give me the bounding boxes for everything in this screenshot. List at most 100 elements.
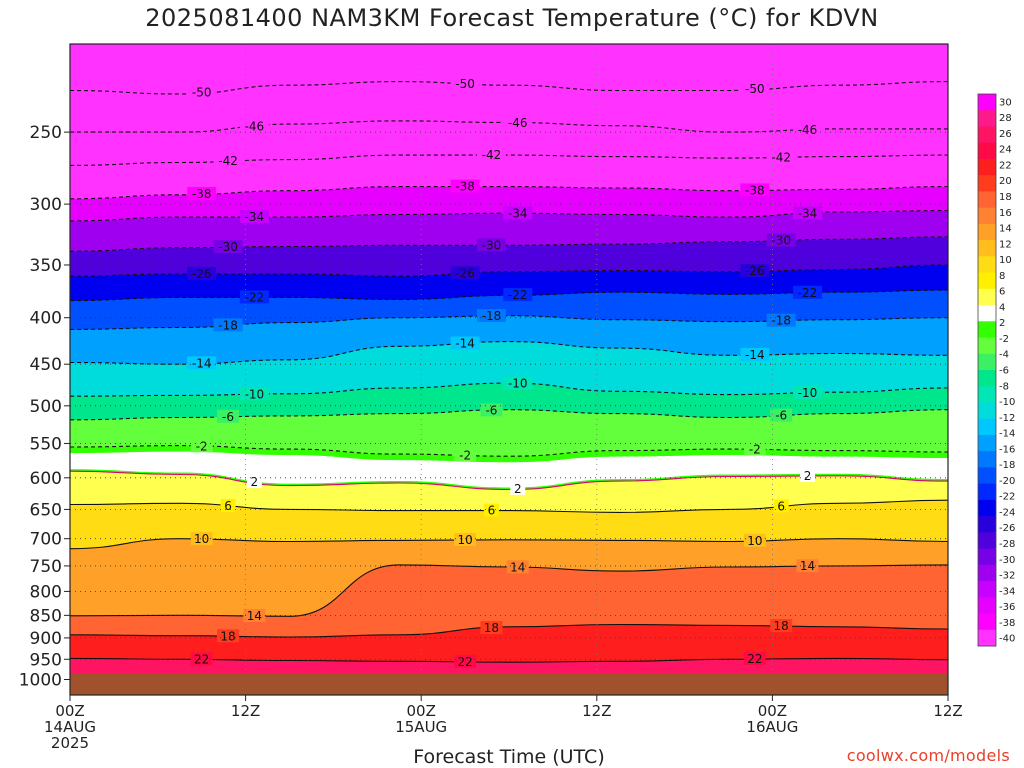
colorbar-swatch [978, 386, 996, 403]
colorbar-label: -4 [999, 350, 1009, 361]
colorbar-swatch [978, 272, 996, 290]
colorbar-swatch [978, 191, 996, 209]
isotherm-line [70, 341, 948, 365]
isotherm-label-bg [770, 619, 793, 633]
isotherm-label: -10 [508, 377, 528, 391]
isotherm-label-bg [476, 148, 506, 162]
y-tick-label: 600 [30, 469, 62, 489]
isotherm-label: 18 [484, 621, 499, 635]
isotherm-label-bg [740, 347, 770, 361]
colorbar-swatch [978, 532, 996, 550]
y-tick-label: 700 [30, 530, 62, 550]
isotherm-label-bg [239, 119, 269, 133]
isotherm-label-bg [454, 533, 477, 547]
colorbar-label: 20 [999, 176, 1012, 187]
colorbar-label: -16 [999, 444, 1015, 455]
isotherm-label: -22 [508, 288, 528, 302]
isotherm-label-bg [217, 629, 240, 643]
colorbar-swatch [978, 256, 996, 274]
colorbar-label: -28 [999, 539, 1015, 550]
colorbar-label: 18 [999, 192, 1012, 203]
colorbar-swatch [978, 499, 996, 517]
isotherm-label-bg [503, 376, 533, 390]
credit-link[interactable]: coolwx.com/models [846, 746, 1010, 765]
isotherm-label-bg [239, 210, 269, 224]
isotherm-label-bg [766, 150, 796, 164]
colorbar-swatch [978, 288, 996, 306]
isotherm-label-bg [740, 82, 770, 96]
colorbar-label: 14 [999, 224, 1012, 235]
freezing-level-band [70, 451, 948, 488]
colorbar-label: -18 [999, 460, 1015, 471]
colorbar-swatch [978, 564, 996, 582]
isotherm-label-bg [740, 264, 770, 278]
isotherm-label: -34 [508, 206, 528, 220]
isotherm-label: -34 [798, 206, 818, 220]
colorbar-swatch [978, 402, 996, 420]
colorbar-swatch [978, 613, 996, 631]
colorbar-label: -22 [999, 492, 1015, 503]
isotherm-label: -6 [485, 403, 497, 417]
y-tick-label: 900 [30, 629, 62, 649]
colorbar-label: -6 [999, 366, 1009, 377]
isotherm-label-bg [800, 469, 816, 483]
isotherm-label: -50 [455, 77, 475, 91]
isotherm-label-bg [190, 439, 213, 453]
isotherm-label-bg [476, 309, 506, 323]
colorbar-swatch [978, 94, 996, 111]
colorbar-label: 6 [999, 287, 1005, 298]
isotherm-label-bg [796, 559, 819, 573]
colorbar-swatch [978, 337, 996, 355]
isotherm-label-bg [773, 499, 789, 513]
x-tick-label: 00Z [55, 702, 84, 720]
isotherm-label: 22 [457, 655, 472, 669]
isotherm-label-bg [243, 608, 266, 622]
isotherm-label: -10 [245, 387, 265, 401]
colorbar-swatch [978, 175, 996, 192]
y-tick-label: 500 [30, 397, 62, 417]
isotherm-label-bg [190, 532, 213, 546]
isotherm-label: -18 [482, 309, 502, 323]
isotherm-label: -50 [192, 85, 212, 99]
colorbar-label: -40 [999, 634, 1015, 645]
chart-title: 2025081400 NAM3KM Forecast Temperature (… [145, 4, 879, 32]
isotherm-label-bg [220, 498, 236, 512]
y-tick-label: 850 [30, 606, 62, 626]
colorbar-label: -8 [999, 381, 1009, 392]
colorbar-label: 8 [999, 271, 1005, 282]
colorbar-label: -12 [999, 413, 1015, 424]
colorbar-swatch [978, 467, 996, 485]
y-tick-label: 350 [30, 256, 62, 276]
isotherm-label: -14 [455, 336, 475, 350]
colorbar-swatch [978, 516, 996, 533]
isotherm-label: -10 [798, 386, 818, 400]
isotherm-label: -42 [771, 150, 791, 164]
colorbar-label: 22 [999, 160, 1012, 171]
isotherm-label: -6 [775, 409, 787, 423]
colorbar-label: -14 [999, 429, 1015, 440]
y-tick-label: 950 [30, 650, 62, 670]
isotherm-line [70, 657, 948, 663]
isotherm-label: 14 [247, 609, 262, 623]
colorbar-label: -10 [999, 397, 1015, 408]
isotherm-label: 2 [514, 482, 522, 496]
isotherm-label-bg [476, 238, 506, 252]
isotherm-line [70, 81, 948, 95]
isotherm-label: -18 [771, 314, 791, 328]
isotherm-label-bg [187, 266, 217, 280]
isotherm-label: 6 [224, 499, 232, 513]
isotherm-label: 10 [457, 533, 472, 547]
isotherm-label: 2 [251, 475, 259, 489]
isotherm-label: -14 [192, 356, 212, 370]
isotherm-label-bg [217, 409, 240, 423]
colorbar: 30 28 26 24 22 20 18 16 14 12 10 8 6 4 2 -2 -4 -6 -8 -10 -12… [977, 93, 1015, 647]
isotherm-label-bg [246, 475, 262, 489]
isotherm-label-bg [503, 206, 533, 220]
isotherm-label: -26 [455, 266, 475, 280]
colorbar-label: -24 [999, 507, 1015, 518]
x-tick-label: 14AUG [44, 718, 96, 736]
isotherm-label: -30 [771, 234, 791, 248]
colorbar-swatch [978, 629, 996, 647]
x-tick-label: 12Z [582, 702, 611, 720]
x-tick-label: 12Z [231, 702, 260, 720]
